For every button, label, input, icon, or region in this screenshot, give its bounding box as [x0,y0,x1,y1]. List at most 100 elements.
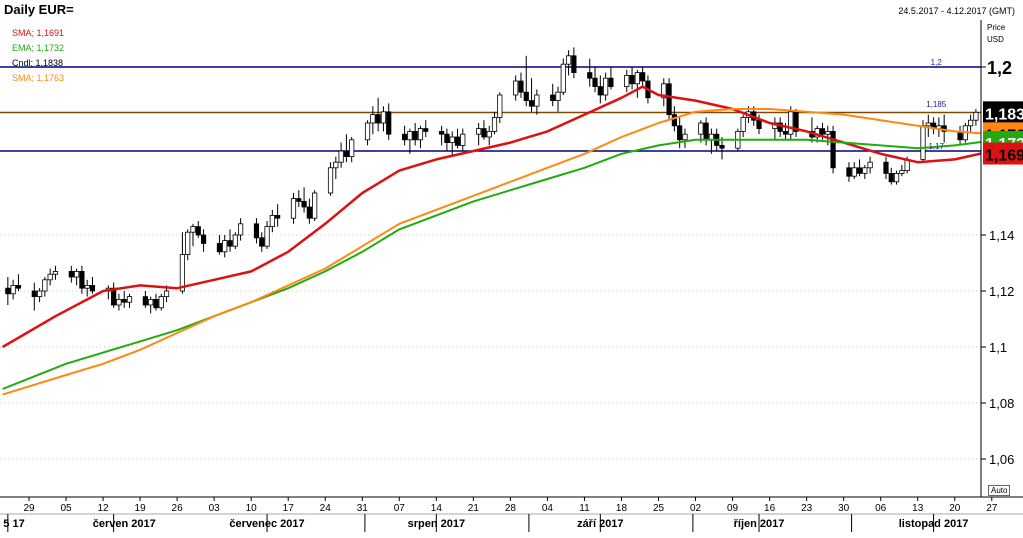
month-label: červenec 2017 [229,518,304,530]
candle-body [454,136,461,146]
candle-body [47,273,53,281]
candle-body [42,279,48,292]
candle-body [698,122,704,135]
auto-scale-button[interactable]: Auto [988,485,1011,496]
candle-body [386,111,392,135]
candle [222,235,228,258]
candle [407,128,413,154]
candle-body [407,130,413,141]
candle-body [661,83,667,99]
candle [486,125,492,146]
candle [216,235,223,255]
x-tick-label: 25 [653,503,665,514]
candle [68,265,74,283]
candle [200,229,207,252]
x-tick-label: 24 [320,503,332,514]
candle [449,131,455,157]
line-annotation: 1,185 [926,100,947,109]
candle-body [31,290,37,297]
candle-body [587,72,593,79]
candle [883,156,889,179]
candle [973,109,979,126]
candle [195,221,201,238]
line-annotation: 1,17 [928,142,944,151]
candle [349,137,355,163]
candle-body [179,254,186,292]
candle [476,123,482,146]
candle-body [259,237,265,247]
candle-body [444,133,450,143]
candle [401,125,408,146]
candle [10,279,16,300]
candle-body [486,130,492,138]
candle [42,277,48,297]
series-line [1,85,982,349]
candle [386,103,392,140]
candle-body [417,128,424,141]
candle [523,55,529,107]
candle [179,232,186,294]
x-tick-label: 13 [912,503,924,514]
candle [116,293,122,311]
x-tick-label: 04 [542,503,554,514]
candle [121,291,127,308]
candle-body [603,77,609,96]
candle-body [666,83,672,116]
candle [296,190,302,207]
candle [370,106,376,135]
candle-body [719,144,725,149]
y-tick-label-bold: 1,2 [987,58,1012,78]
plot-frame [0,20,1023,498]
candle [79,265,85,294]
x-tick-label: 12 [97,503,109,514]
candle [597,75,603,104]
candle [269,209,275,233]
candle [84,279,90,297]
candle-body [592,77,598,87]
candle [587,58,593,87]
month-label: červen 2017 [93,518,156,530]
x-tick-label: 28 [505,503,517,514]
series-line [2,138,982,390]
candle-body [528,100,535,107]
candle [327,162,334,196]
candle-body [893,172,900,183]
candle-body [121,298,127,303]
candle-body [497,94,503,118]
candle [343,134,350,163]
x-tick-label: 30 [838,503,850,514]
candle [15,274,22,291]
candle-body [401,133,408,141]
candle [661,78,667,107]
y-tick-label: 1,12 [989,284,1014,299]
candle-body [222,240,228,253]
candle-body [973,111,979,121]
candle-body [682,133,688,141]
candle-body [10,284,16,295]
legend-item-sma-red: SMA; 1,1691 [12,28,65,38]
candle [555,86,561,112]
x-tick-label: 14 [431,503,443,514]
y-tick-label: 1,08 [989,396,1014,411]
candle-body [380,111,387,124]
candle-body [851,167,857,177]
candle-body [513,80,519,96]
candle-body [343,150,350,157]
candle [126,293,133,308]
candle-body [634,72,640,85]
candle-body [423,128,429,132]
candle-body [142,296,148,306]
candle [624,69,630,93]
candle-body [476,128,482,135]
candle [36,288,43,303]
legend-item-sma-orange: SMA; 1,1763 [12,73,65,83]
candle-body [116,298,122,306]
candle-body [491,117,498,132]
x-tick-label: 07 [394,503,406,514]
candle [412,123,418,146]
candle-body [89,284,96,292]
candle [888,167,894,185]
price-tag-bg [983,142,1023,165]
candle-body [703,122,709,141]
candle [253,218,260,244]
